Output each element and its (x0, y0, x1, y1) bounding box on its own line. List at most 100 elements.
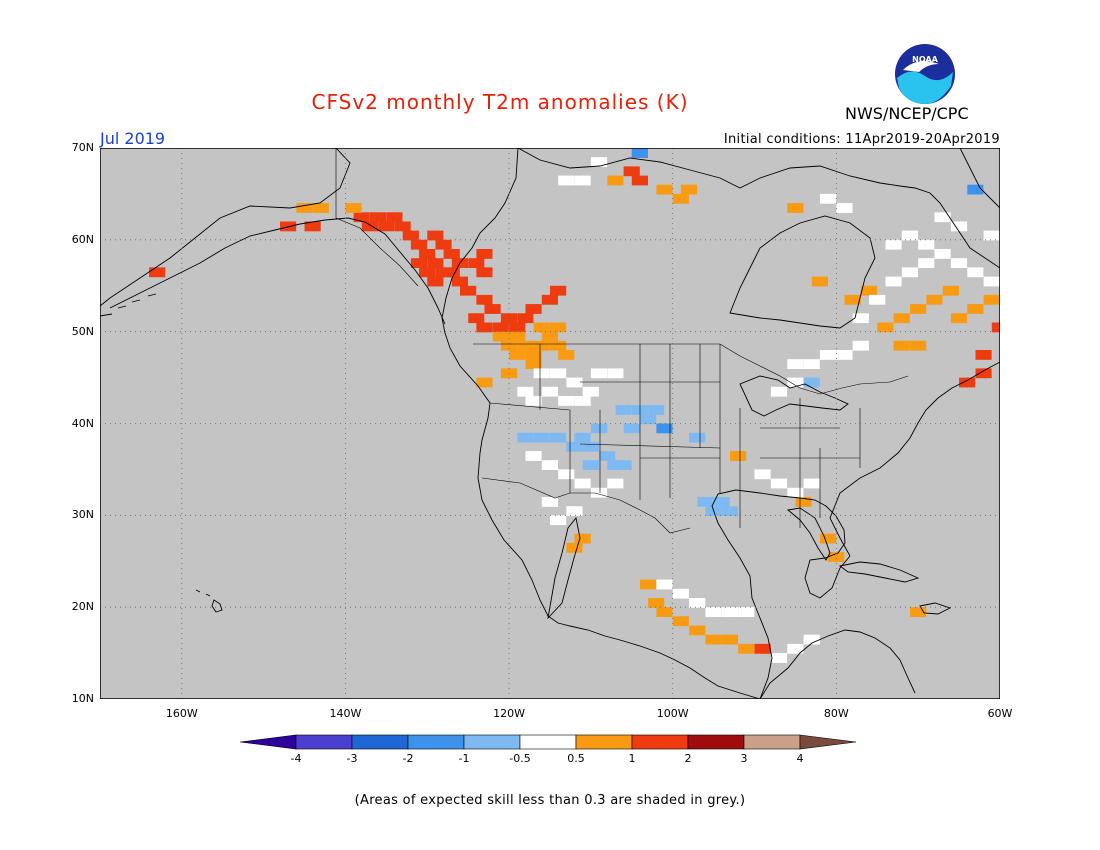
colorbar-bin (799, 734, 857, 750)
anomaly-cell (532, 451, 542, 461)
colorbar-bin (351, 734, 409, 750)
anomaly-cell (761, 469, 771, 480)
anomaly-cell (615, 405, 625, 415)
coast-hudson-bay (729, 215, 876, 329)
colorbar-label: -1 (458, 752, 470, 765)
coast-labrador (899, 185, 1000, 269)
anomaly-cell (607, 478, 617, 489)
anomaly-cell (607, 460, 617, 470)
anomaly-cell (598, 487, 608, 498)
anomaly-cell (803, 634, 813, 645)
anomaly-cell (402, 230, 412, 241)
anomaly-cell (974, 304, 984, 314)
anomaly-cell (655, 598, 665, 608)
anomaly-cell (655, 405, 665, 415)
anomaly-cell (917, 340, 927, 351)
coast-gulf (711, 489, 851, 699)
anomaly-cell (851, 294, 861, 305)
anomaly-cell (958, 221, 968, 232)
colorbar-label: -4 (290, 752, 302, 765)
anomaly-cell (713, 497, 723, 507)
anomaly-cell (492, 331, 502, 342)
anomaly-cell (361, 212, 370, 223)
anomaly-cell (492, 322, 502, 333)
anomaly-cell (721, 506, 731, 516)
noaa-logo: NOAA (895, 44, 955, 104)
anomaly-cell (639, 405, 648, 415)
anomaly-cell (483, 322, 493, 333)
anomaly-cell (304, 221, 314, 232)
anomaly-cell (909, 267, 918, 278)
anomaly-cell (524, 313, 534, 324)
anomaly-cell (517, 340, 527, 351)
anomaly-cell (893, 313, 903, 324)
coast-arctic (517, 148, 901, 189)
anomaly-cell (868, 285, 878, 296)
anomaly-cell (541, 368, 550, 379)
anomaly-cell (941, 212, 951, 223)
anomaly-cell (303, 203, 313, 213)
coast-west (441, 148, 761, 699)
anomaly-cell (533, 322, 543, 333)
anomaly-cell (631, 175, 641, 186)
anomaly-cell (475, 313, 485, 324)
anomaly-cell (803, 478, 813, 489)
anomaly-cell (893, 340, 903, 351)
anomaly-cell (476, 294, 486, 305)
anomaly-cell (860, 285, 870, 296)
anomaly-cell (982, 350, 992, 360)
anomaly-cell (574, 533, 584, 544)
anomaly-cell (901, 230, 911, 241)
anomaly-cell (917, 304, 927, 314)
anomaly-cell (541, 294, 551, 305)
anomaly-cell (573, 506, 583, 516)
coast-hispaniola (919, 602, 952, 615)
anomaly-cell (983, 230, 993, 241)
anomaly-cell (820, 193, 829, 204)
anomaly-cell (745, 643, 755, 654)
anomaly-cell (468, 258, 477, 268)
state-lines (489, 344, 861, 528)
anomaly-cell (590, 441, 599, 452)
anomaly-cell (509, 350, 518, 360)
anomaly-cell (483, 267, 493, 278)
anomaly-cell (712, 634, 722, 645)
anomaly-cell (533, 368, 543, 379)
anomaly-cell (573, 441, 583, 452)
anomaly-cell (476, 249, 486, 259)
anomaly-cell (958, 258, 968, 268)
anomaly-cell (557, 340, 567, 351)
border-layer (335, 148, 909, 534)
anomaly-cell (794, 377, 804, 388)
lat-label: 70N (71, 141, 94, 154)
anomaly-cell (549, 386, 558, 397)
anomaly-cell (484, 304, 494, 314)
anomaly-cell (991, 322, 1000, 333)
initial-conditions-label: Initial conditions: 11Apr2019-20Apr2019 (723, 132, 1000, 147)
anomaly-cell (705, 634, 715, 645)
anomaly-cell (663, 579, 673, 590)
anomaly-cell (565, 175, 575, 186)
anomaly-cell (598, 157, 608, 167)
anomaly-cell (614, 175, 624, 186)
anomaly-cell (656, 579, 666, 590)
anomaly-cell (156, 267, 166, 278)
colorbar-bin (575, 734, 633, 750)
anomaly-cell (885, 239, 895, 250)
anomaly-cell (419, 249, 428, 259)
anomaly-cell (892, 276, 902, 287)
anomaly-cell (508, 313, 518, 324)
anomaly-cell (533, 432, 543, 443)
anomaly-cell (729, 607, 738, 617)
anomaly-cell (550, 432, 559, 443)
coastline-layer (100, 148, 1000, 699)
anomaly-region-near-normal-white (517, 157, 1000, 663)
anomaly-cell (884, 322, 894, 333)
anomaly-cell (869, 294, 878, 305)
anomaly-cell (991, 294, 1000, 305)
anomaly-cell (558, 350, 567, 360)
anomaly-cell (451, 258, 461, 268)
lat-label: 10N (71, 692, 94, 705)
anomaly-cell (729, 634, 738, 645)
anomaly-cell (917, 607, 927, 617)
